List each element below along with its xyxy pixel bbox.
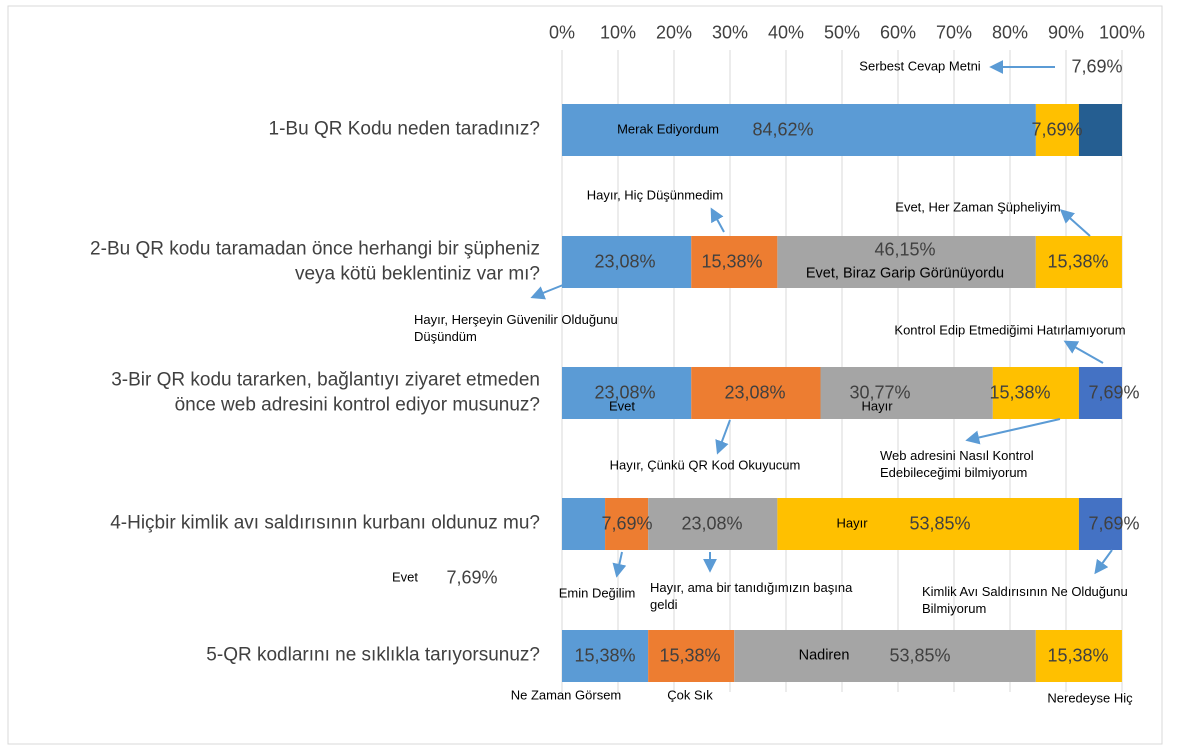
x-tick-label: 60%	[879, 22, 917, 43]
segment-name: Ne Zaman Görsem	[510, 687, 622, 703]
bar-segment	[777, 498, 1079, 550]
segment-name: Hayır, ama bir tanıdığımızın başına geld…	[650, 580, 853, 612]
value-label: 7,69%	[1088, 382, 1140, 403]
value-label: 7,69%	[1071, 56, 1123, 77]
segment-name: Hayır	[836, 515, 868, 531]
x-tick-label: 100%	[1098, 22, 1146, 43]
segment-name: Evet	[608, 398, 636, 414]
bar-segment	[820, 367, 993, 419]
segment-name: Emin Değilim	[558, 585, 636, 601]
annotation-arrow	[965, 418, 1061, 445]
bar-segment	[992, 367, 1079, 419]
annotation-arrow	[715, 419, 731, 455]
x-tick-label: 80%	[991, 22, 1029, 43]
segment-name: Hayır, Herşeyin Güvenilir Olduğunu Düşün…	[414, 312, 618, 344]
value-label: 15,38%	[989, 382, 1051, 403]
annotation-arrow	[612, 551, 627, 578]
x-tick-label: 0%	[548, 22, 576, 43]
value-label: 15,38%	[574, 645, 636, 666]
value-label: 15,38%	[701, 251, 763, 272]
value-label: 15,38%	[1047, 645, 1109, 666]
segment-name: Serbest Cevap Metni	[859, 58, 981, 74]
segment-name: Web adresini Nasıl Kontrol Edebileceğimi…	[880, 448, 1034, 480]
bar-segment	[1035, 236, 1122, 288]
bar-segment	[648, 498, 778, 550]
x-tick-label: 10%	[599, 22, 637, 43]
segment-name: Hayır, Çünkü QR Kod Okuyucum	[609, 457, 801, 473]
annotation-arrow	[1063, 340, 1104, 364]
bar-segment	[562, 367, 692, 419]
segment-name: Nadiren	[798, 647, 850, 664]
bar-segment	[1078, 498, 1122, 550]
category-label: 2-Bu QR kodu taramadan önce herhangi bir…	[90, 238, 540, 284]
bar-segment	[562, 498, 606, 550]
segment-name: Evet, Biraz Garip Görünüyordu	[805, 265, 1005, 282]
value-label: 23,08%	[681, 513, 743, 534]
annotation-arrow	[1059, 209, 1091, 237]
bar-segment	[1078, 104, 1122, 156]
segment-name: Neredeyse Hiç	[1047, 690, 1133, 706]
value-label: 53,85%	[889, 645, 951, 666]
x-tick-label: 40%	[767, 22, 805, 43]
category-label: 3-Bir QR kodu tararken, bağlantıyı ziyar…	[111, 369, 540, 415]
value-label: 15,38%	[659, 645, 721, 666]
segment-name: Kontrol Edip Etmediğimi Hatırlamıyorum	[894, 322, 1126, 338]
bar-segment	[691, 236, 778, 288]
segment-name: Evet, Her Zaman Şüpheliyim	[895, 199, 1061, 215]
segment-name: Hayır	[861, 398, 893, 414]
bar-segment	[605, 498, 649, 550]
bar-segment	[691, 367, 821, 419]
x-tick-label: 30%	[711, 22, 749, 43]
x-tick-label: 90%	[1047, 22, 1085, 43]
segment-name: Merak Ediyordum	[617, 121, 719, 137]
value-label: 7,69%	[1088, 513, 1140, 534]
segment-name: Evet	[391, 569, 418, 585]
bar-segment	[1035, 630, 1122, 682]
x-tick-label: 70%	[935, 22, 973, 43]
bar-segment	[1035, 104, 1079, 156]
bar-segment	[734, 630, 1036, 682]
value-label: 15,38%	[1047, 251, 1109, 272]
value-label: 30,77%	[849, 382, 911, 403]
value-label: 23,08%	[594, 382, 656, 403]
value-label: 53,85%	[909, 513, 971, 534]
x-tick-label: 20%	[655, 22, 693, 43]
category-label: 1-Bu QR Kodu neden taradınız?	[268, 118, 540, 140]
value-label: 23,08%	[724, 382, 786, 403]
segment-name: Kimlik Avı Saldırısının Ne Olduğunu Bilm…	[922, 584, 1128, 616]
value-label: 7,69%	[446, 567, 498, 588]
segment-name: Çok Sık	[667, 687, 713, 703]
value-label: 7,69%	[601, 513, 653, 534]
value-label: 84,62%	[752, 119, 814, 140]
category-label: 4-Hiçbir kimlik avı saldırısının kurbanı…	[110, 512, 540, 534]
annotation-arrow	[710, 207, 725, 233]
annotation-arrow	[530, 278, 579, 300]
value-label: 23,08%	[594, 251, 656, 272]
value-label: 7,69%	[1031, 119, 1083, 140]
bar-segment	[562, 630, 649, 682]
value-label: 46,15%	[874, 239, 936, 260]
segment-name: Hayır, Hiç Düşünmedim	[586, 187, 724, 203]
bar-segment	[777, 236, 1036, 288]
bar-segment	[1078, 367, 1122, 419]
bar-segment	[648, 630, 735, 682]
category-label: 5-QR kodlarını ne sıklıkla tarıyorsunuz?	[206, 644, 540, 666]
bar-segment	[562, 236, 692, 288]
x-tick-label: 50%	[823, 22, 861, 43]
bar-segment	[562, 104, 1036, 156]
annotation-arrow	[1094, 549, 1113, 575]
